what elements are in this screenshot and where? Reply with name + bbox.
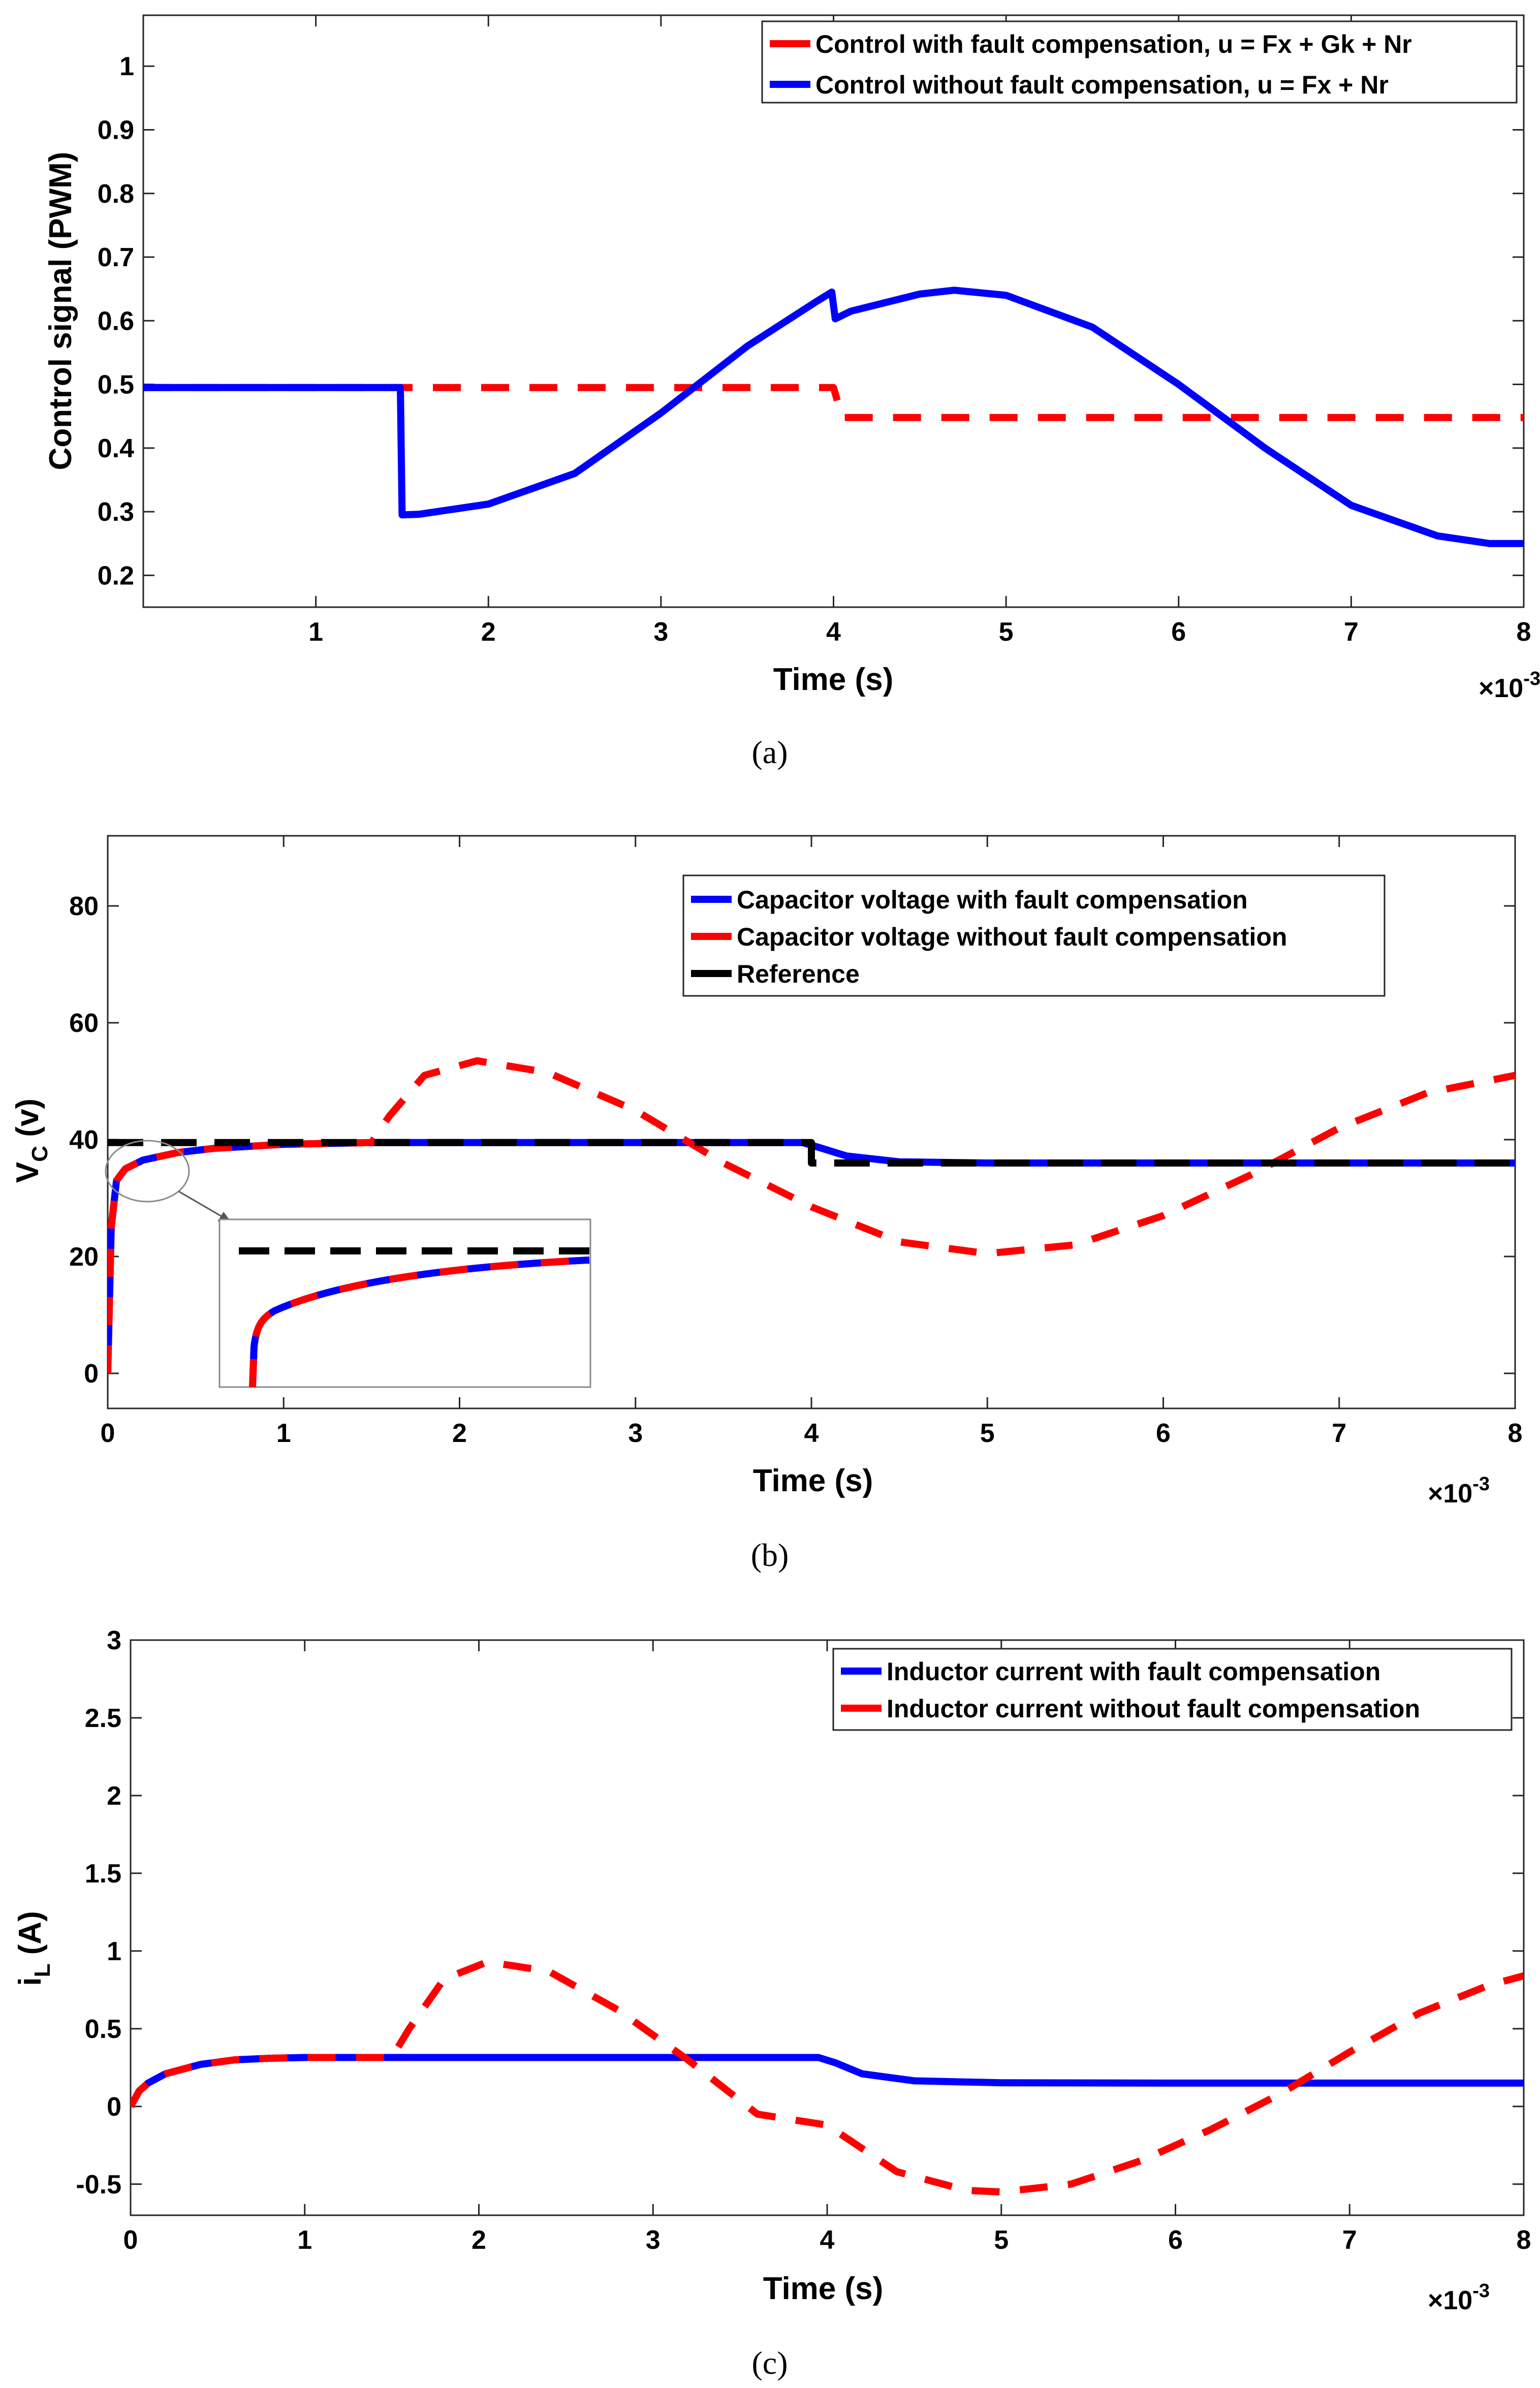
zoom-ellipse bbox=[105, 1140, 190, 1203]
y-tick-label: 40 bbox=[69, 1125, 99, 1155]
legend-entry: Reference bbox=[737, 960, 860, 988]
x-axis-multiplier: ×10-3 bbox=[1428, 2280, 1490, 2315]
x-tick-label: 5 bbox=[994, 2225, 1009, 2255]
y-tick-label: 2 bbox=[107, 1781, 121, 1811]
x-axis-ticks: 0 1 2 3 4 5 6 7 8 bbox=[101, 836, 1523, 1448]
x-tick-label: 0 bbox=[123, 2225, 138, 2255]
x-tick-label: 7 bbox=[1344, 617, 1359, 647]
y-tick-label: 0.2 bbox=[98, 561, 134, 590]
x-tick-label: 6 bbox=[1171, 617, 1186, 647]
y-tick-label: 0.3 bbox=[98, 497, 134, 527]
series-line-1 bbox=[108, 1057, 1515, 1374]
series-layer bbox=[143, 287, 1524, 547]
y-axis-label: iL (A) bbox=[13, 1911, 55, 1986]
y-tick-label: 0.4 bbox=[98, 434, 134, 463]
x-tick-label: 1 bbox=[308, 617, 323, 647]
inset-box bbox=[218, 1218, 591, 1388]
x-tick-label: 3 bbox=[646, 2225, 661, 2255]
y-axis-label: VC (v) bbox=[10, 1098, 52, 1183]
y-tick-label: 1 bbox=[119, 52, 134, 81]
x-tick-label: 8 bbox=[1508, 1419, 1523, 1448]
x-axis-multiplier: ×10-3 bbox=[1479, 668, 1540, 703]
x-tick-label: 6 bbox=[1156, 1419, 1171, 1448]
x-tick-label: 1 bbox=[276, 1419, 291, 1448]
zoom-inset bbox=[105, 1140, 591, 1388]
y-tick-label: 60 bbox=[69, 1009, 99, 1038]
caption: (c) bbox=[751, 2345, 788, 2381]
x-tick-label: 7 bbox=[1342, 2225, 1357, 2255]
series-layer bbox=[108, 1057, 1515, 1374]
legend-box bbox=[832, 1648, 1513, 1731]
legend-box bbox=[682, 874, 1386, 997]
series-line-1 bbox=[131, 1958, 1524, 2196]
legend-entry: Inductor current with fault compensation bbox=[887, 1657, 1380, 1686]
caption: (b) bbox=[751, 1537, 789, 1573]
x-tick-label: 3 bbox=[628, 1419, 643, 1448]
x-tick-label: 2 bbox=[472, 2225, 486, 2255]
x-tick-label: 2 bbox=[452, 1419, 467, 1448]
y-tick-label: 0.7 bbox=[98, 243, 134, 272]
plot-area bbox=[130, 1639, 1525, 2216]
x-tick-label: 0 bbox=[101, 1419, 115, 1448]
x-axis-label: Time (s) bbox=[763, 2271, 884, 2306]
series-line-0 bbox=[131, 2054, 1524, 2109]
legend-entry: Capacitor voltage without fault compensa… bbox=[737, 923, 1287, 951]
y-axis-ticks: 0 20 40 60 80 bbox=[69, 892, 1515, 1389]
y-tick-label: -0.5 bbox=[76, 2170, 121, 2200]
x-tick-label: 4 bbox=[804, 1419, 819, 1448]
y-tick-label: 2.5 bbox=[85, 1704, 121, 1733]
y-tick-label: 20 bbox=[69, 1242, 99, 1272]
y-tick-label: 0.5 bbox=[98, 370, 134, 400]
x-tick-label: 8 bbox=[1517, 617, 1531, 647]
x-tick-label: 4 bbox=[826, 617, 841, 647]
legend: Control with fault compensation, u = Fx … bbox=[761, 20, 1518, 104]
x-axis-ticks: 1 2 3 4 5 6 7 8 bbox=[308, 15, 1531, 647]
y-tick-label: 0.8 bbox=[98, 179, 134, 209]
y-axis-ticks: 0.2 0.3 0.4 0.5 0.6 0.7 0.8 0.9 1 bbox=[98, 52, 1524, 590]
legend-entry: Inductor current without fault compensat… bbox=[887, 1694, 1420, 1723]
x-tick-label: 2 bbox=[481, 617, 496, 647]
series-layer bbox=[131, 1958, 1524, 2196]
chart-control-signal: 1 2 3 4 5 6 7 8 0.2 0.3 0.4 0.5 0.6 0.7 0.8 0.9 1 Time … bbox=[43, 14, 1540, 770]
x-axis-multiplier: ×10-3 bbox=[1428, 1473, 1490, 1509]
chart-capacitor-voltage: 0 1 2 3 4 5 6 7 8 0 20 40 60 80 Time (s) VC (v) ×10-… bbox=[10, 835, 1523, 1573]
x-tick-label: 6 bbox=[1168, 2225, 1183, 2255]
y-axis-label: Control signal (PWM) bbox=[43, 152, 78, 470]
y-tick-label: 0 bbox=[84, 1359, 99, 1389]
x-axis-label: Time (s) bbox=[773, 662, 894, 697]
x-tick-label: 5 bbox=[999, 617, 1014, 647]
series-line-1 bbox=[143, 287, 1524, 547]
y-tick-label: 0 bbox=[107, 2092, 121, 2122]
x-axis-label: Time (s) bbox=[753, 1463, 873, 1498]
y-tick-label: 0.6 bbox=[98, 306, 134, 336]
x-tick-label: 5 bbox=[980, 1419, 995, 1448]
caption: (a) bbox=[751, 734, 788, 770]
y-tick-label: 3 bbox=[107, 1626, 121, 1655]
x-tick-label: 7 bbox=[1332, 1419, 1346, 1448]
x-tick-label: 4 bbox=[820, 2225, 835, 2255]
legend: Inductor current with fault compensation… bbox=[832, 1648, 1513, 1731]
legend-entry: Control with fault compensation, u = Fx … bbox=[815, 30, 1412, 58]
legend: Capacitor voltage with fault compensatio… bbox=[682, 874, 1386, 997]
y-tick-label: 1 bbox=[107, 1937, 121, 1966]
legend-entry: Capacitor voltage with fault compensatio… bbox=[737, 886, 1248, 914]
y-tick-label: 0.5 bbox=[85, 2015, 121, 2044]
y-tick-label: 1.5 bbox=[85, 1859, 121, 1889]
inset-voltage-without-compensation bbox=[249, 1256, 590, 1388]
y-tick-label: 0.9 bbox=[98, 115, 134, 145]
x-tick-label: 3 bbox=[653, 617, 668, 647]
y-tick-label: 80 bbox=[69, 892, 99, 921]
legend-entry: Control without fault compensation, u = … bbox=[815, 71, 1389, 99]
series-line-2 bbox=[108, 1139, 1515, 1167]
x-tick-label: 1 bbox=[297, 2225, 312, 2255]
x-axis-ticks: 0 1 2 3 4 5 6 7 8 bbox=[123, 1640, 1531, 2255]
legend-box bbox=[761, 20, 1518, 104]
x-tick-label: 8 bbox=[1517, 2225, 1531, 2255]
